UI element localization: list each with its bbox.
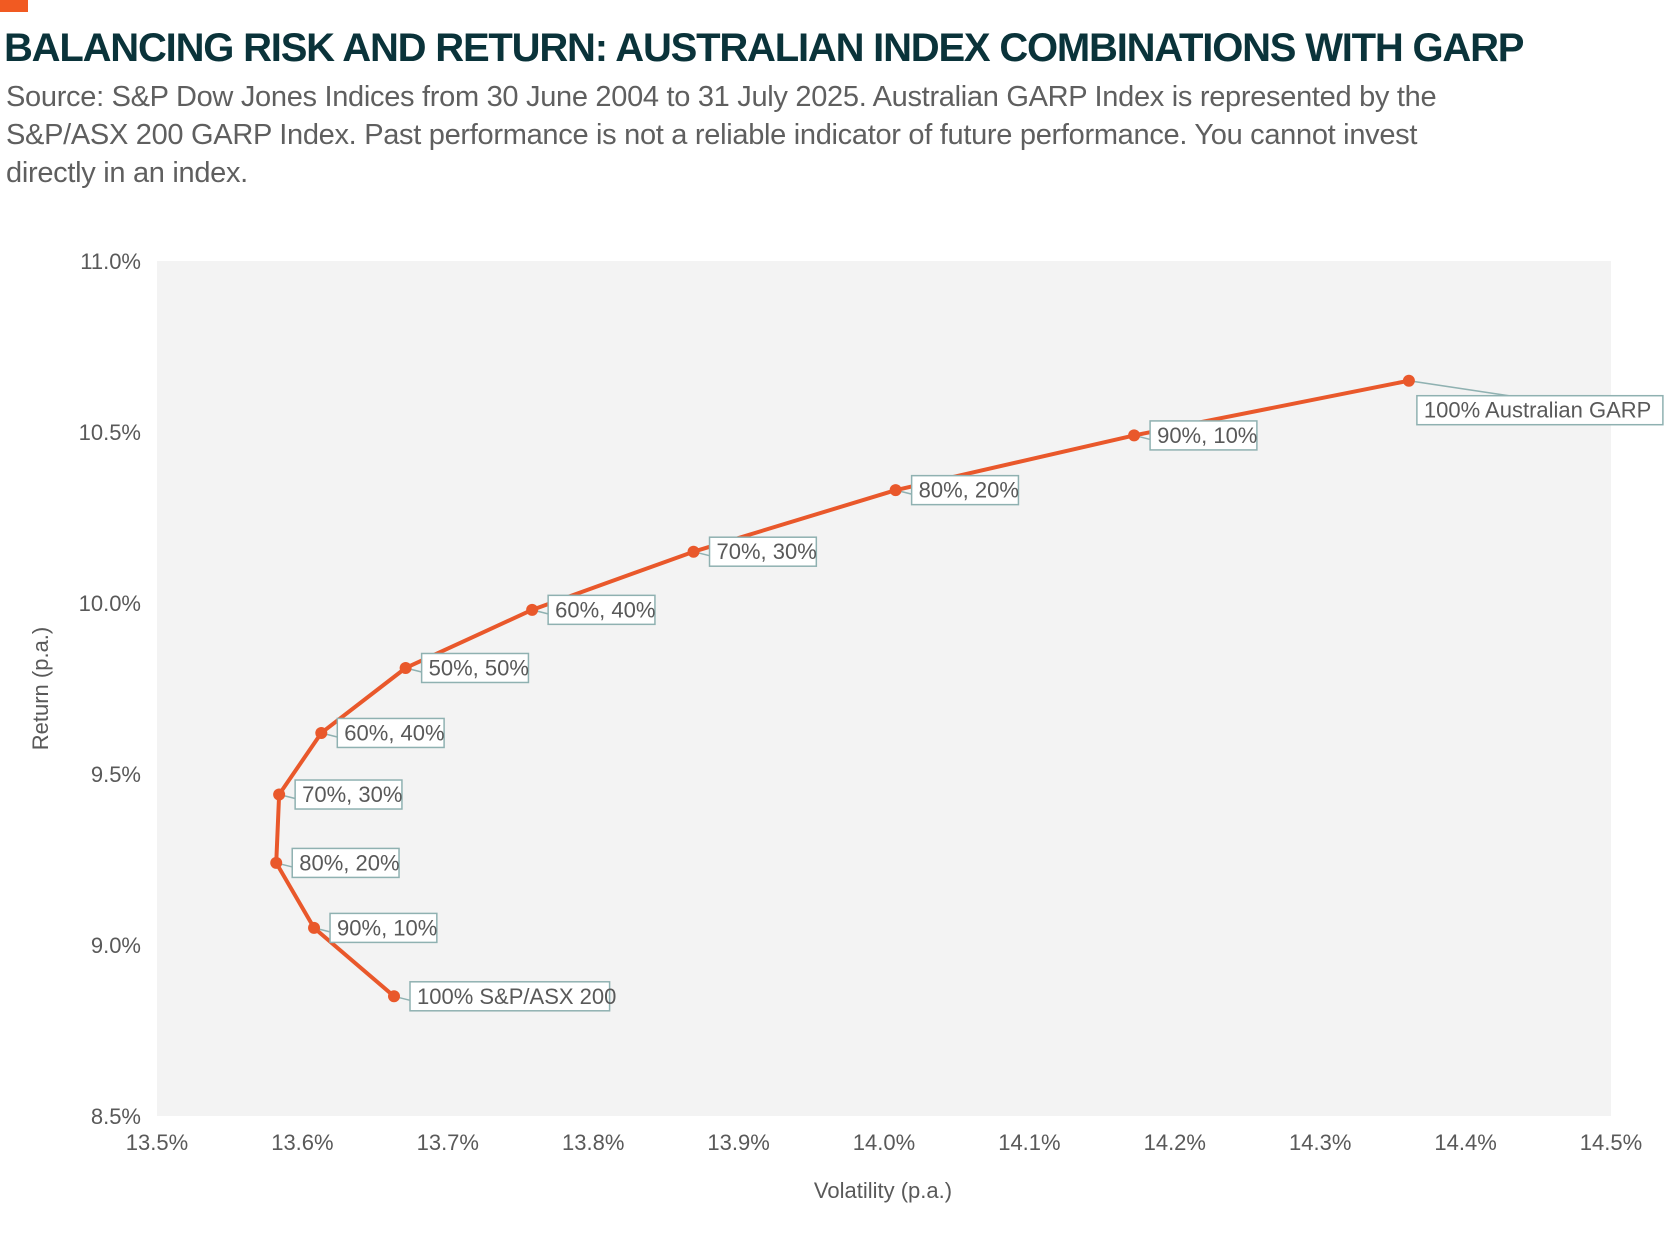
y-tick-label: 9.5% (91, 762, 141, 787)
data-label: 90%, 10% (1157, 423, 1257, 448)
data-point (526, 603, 539, 616)
accent-bar (0, 0, 28, 12)
data-label: 60%, 40% (344, 720, 444, 745)
x-tick-label: 13.6% (271, 1130, 333, 1155)
data-point (687, 545, 700, 558)
x-tick-label: 14.5% (1580, 1130, 1642, 1155)
y-tick-label: 9.0% (91, 933, 141, 958)
data-label-box (1149, 420, 1258, 451)
data-point (315, 726, 328, 739)
data-point (388, 990, 401, 1003)
data-label-box (708, 536, 818, 567)
data-label: 70%, 30% (302, 782, 402, 807)
subtitle-line: S&P/ASX 200 GARP Index. Past performance… (6, 119, 1418, 151)
data-label: 80%, 20% (919, 478, 1019, 503)
x-tick-label: 13.7% (417, 1130, 479, 1155)
x-tick-label: 14.1% (998, 1130, 1060, 1155)
data-point (270, 856, 283, 869)
subtitle-line: Source: S&P Dow Jones Indices from 30 Ju… (6, 81, 1437, 113)
x-tick-label: 14.0% (853, 1130, 915, 1155)
plot-area (157, 261, 1611, 1116)
data-label: 90%, 10% (337, 915, 437, 940)
data-point (308, 921, 321, 934)
x-tick-label: 13.9% (707, 1130, 769, 1155)
data-label: 70%, 30% (717, 539, 817, 564)
x-axis-title: Volatility (p.a.) (814, 1178, 952, 1203)
data-label-box (910, 474, 1020, 506)
y-axis-title: Return (p.a.) (28, 627, 53, 751)
data-label-box (547, 594, 656, 626)
data-label-box (294, 779, 403, 810)
data-label-box (420, 652, 530, 684)
data-point (1402, 374, 1415, 387)
label-leader (1408, 379, 1510, 397)
y-tick-label: 10.5% (79, 420, 141, 445)
data-label-box (329, 912, 438, 944)
x-tick-label: 14.3% (1289, 1130, 1351, 1155)
data-label-box (1416, 394, 1664, 426)
data-label-box (291, 847, 400, 879)
data-label: 50%, 50% (429, 655, 529, 680)
data-point (273, 788, 286, 801)
x-tick-label: 13.8% (562, 1130, 624, 1155)
x-tick-label: 13.5% (126, 1130, 188, 1155)
data-point (399, 661, 412, 674)
y-tick-label: 8.5% (91, 1104, 141, 1129)
data-point (1128, 429, 1141, 442)
x-tick-label: 14.4% (1434, 1130, 1496, 1155)
x-tick-label: 14.2% (1144, 1130, 1206, 1155)
data-label: 100% S&P/ASX 200 (417, 984, 616, 1009)
data-label-box (409, 981, 611, 1012)
data-label: 60%, 40% (555, 597, 655, 622)
subtitle-line: directly in an index. (6, 157, 248, 189)
data-label: 80%, 20% (299, 850, 399, 875)
chart-title: BALANCING RISK AND RETURN: AUSTRALIAN IN… (4, 26, 1524, 70)
data-point (889, 484, 902, 497)
y-tick-label: 11.0% (80, 249, 141, 274)
data-label: 100% Australian GARP (1424, 398, 1651, 423)
data-label-box (336, 717, 445, 749)
y-tick-label: 10.0% (79, 591, 141, 616)
chart-subtitle: Source: S&P Dow Jones Indices from 30 Ju… (6, 78, 1437, 192)
